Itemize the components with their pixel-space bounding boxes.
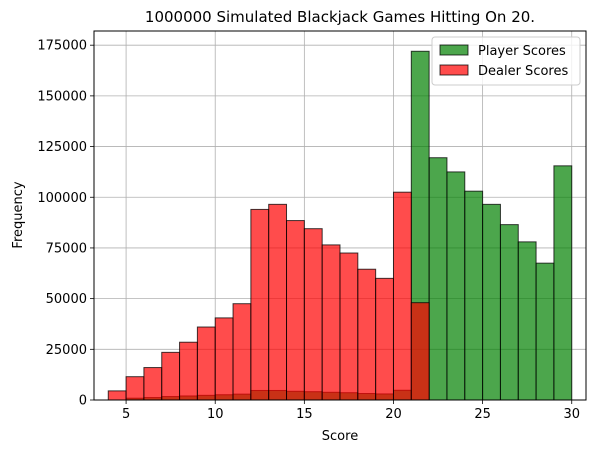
chart-title: 1000000 Simulated Blackjack Games Hittin…: [145, 8, 535, 26]
player-score-bar: [428, 157, 448, 401]
dealer-score-bar: [107, 390, 127, 401]
dealer-score-bar: [303, 228, 323, 401]
player-score-bar: [446, 171, 466, 401]
player-score-bar: [535, 262, 555, 401]
legend-label-player: Player Scores: [478, 44, 566, 59]
y-tick-label: 175000: [37, 39, 87, 54]
x-tick-label: 30: [563, 407, 580, 422]
dealer-score-bar: [286, 220, 305, 401]
y-tick-label: 50000: [46, 292, 87, 307]
dealer-score-bar: [214, 317, 234, 401]
x-tick-label: 15: [296, 407, 313, 422]
dealer-score-bar: [375, 277, 394, 401]
y-tick-label: 125000: [37, 140, 87, 155]
x-axis-ticks: 5 10 15 20 25 30: [122, 400, 580, 422]
dealer-score-bar: [357, 268, 377, 401]
legend: Player Scores Dealer Scores: [431, 36, 581, 86]
x-axis-label: Score: [322, 429, 358, 444]
dealer-score-bar: [410, 302, 430, 401]
y-axis-ticks: 0 25000 50000 75000 100000 125000 150000 175000: [37, 39, 94, 409]
dealer-score-bar: [250, 208, 270, 401]
dealer-score-bar: [196, 326, 216, 401]
x-tick-label: 25: [474, 407, 491, 422]
x-tick-label: 5: [122, 407, 130, 422]
legend-swatch-dealer: [439, 64, 469, 76]
dealer-score-bar: [232, 303, 252, 401]
legend-swatch-player: [439, 44, 469, 56]
player-score-bar: [499, 224, 519, 401]
player-score-bar: [517, 241, 537, 401]
dealer-score-bar: [143, 367, 163, 401]
dealer-score-bar: [339, 252, 359, 401]
legend-box: [431, 36, 581, 86]
y-tick-label: 75000: [46, 241, 87, 256]
y-tick-label: 150000: [37, 89, 87, 104]
legend-label-dealer: Dealer Scores: [478, 64, 568, 79]
x-tick-label: 10: [207, 407, 224, 422]
plot-frame: [93, 30, 587, 401]
y-tick-label: 25000: [46, 343, 87, 358]
dealer-score-bar: [161, 351, 181, 401]
x-tick-label: 20: [385, 407, 402, 422]
dealer-score-bar: [268, 203, 288, 401]
histogram-bars: [107, 50, 573, 401]
dealer-score-bar: [392, 191, 412, 401]
dealer-score-bar: [179, 341, 198, 401]
dealer-score-bar: [125, 376, 145, 401]
y-axis-label: Frequency: [11, 181, 26, 248]
player-score-bar: [482, 203, 501, 401]
y-tick-label: 100000: [37, 191, 87, 206]
player-score-bar: [553, 165, 573, 401]
player-score-bar: [464, 190, 484, 401]
y-tick-label: 0: [79, 394, 87, 409]
dealer-score-bar: [321, 244, 341, 401]
